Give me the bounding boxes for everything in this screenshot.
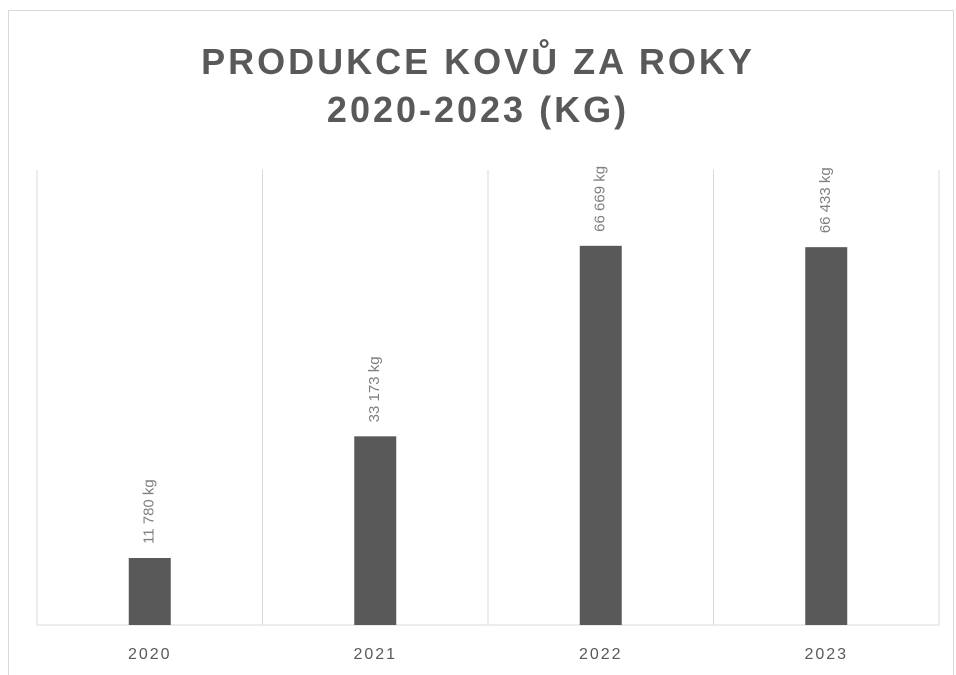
- chart-title: PRODUKCE KOVŮ ZA ROKY 2020-2023 (KG): [201, 41, 755, 130]
- bar: [354, 436, 397, 625]
- x-tick-label: 2023: [804, 646, 848, 663]
- data-label: 33 173 kg: [366, 356, 383, 422]
- bar: [805, 247, 848, 626]
- data-label: 66 433 kg: [817, 167, 834, 233]
- chart-border: [8, 10, 954, 675]
- data-label: 11 780 kg: [141, 479, 158, 544]
- x-tick-label: 2021: [353, 646, 397, 663]
- bar: [579, 245, 622, 625]
- bar: [128, 558, 171, 625]
- x-tick-label: 2022: [579, 646, 623, 663]
- x-tick-label: 2020: [128, 646, 172, 663]
- data-label: 66 669 kg: [592, 166, 609, 232]
